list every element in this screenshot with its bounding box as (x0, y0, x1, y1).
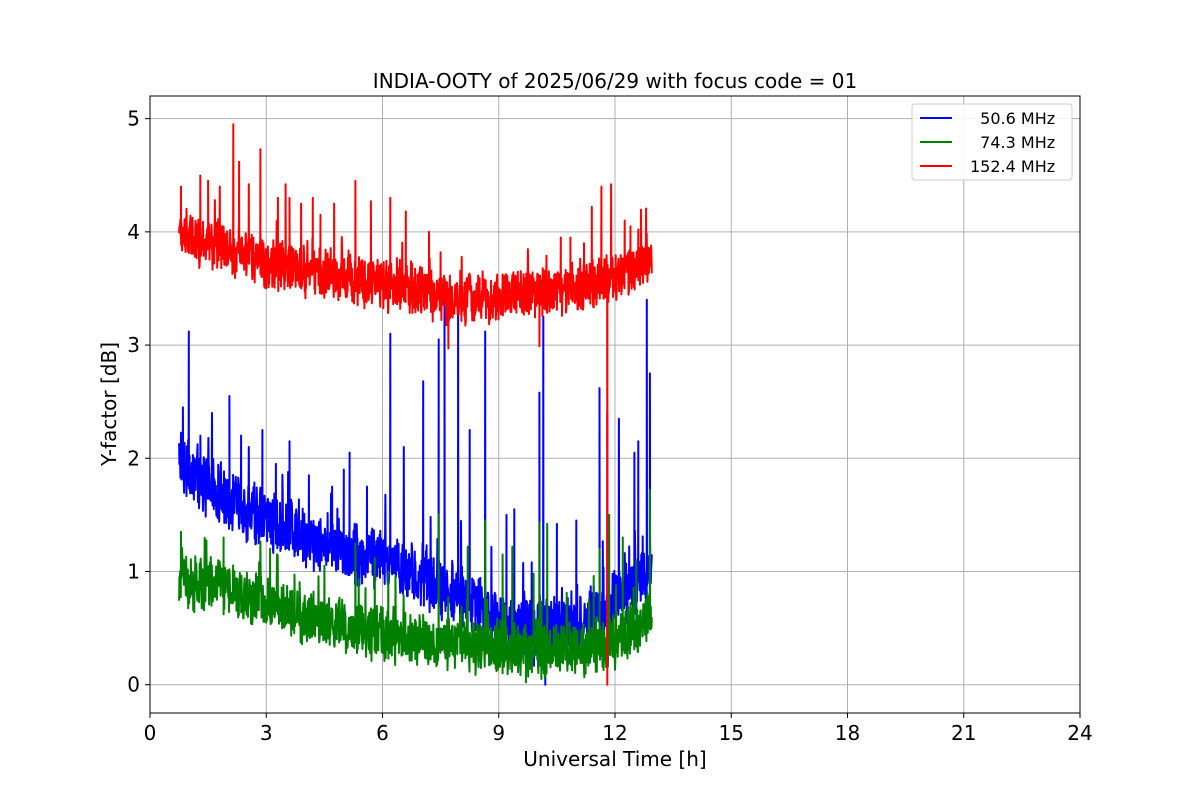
x-tick-label: 6 (376, 721, 389, 745)
legend-box (911, 103, 1073, 181)
series-layer (178, 123, 653, 686)
series-line (178, 285, 653, 686)
x-tick-label: 12 (602, 721, 627, 745)
y-axis: 0 1 2 3 4 5 (127, 107, 150, 697)
y-axis-label: Y-factor [dB] (97, 342, 121, 467)
y-tick-label: 4 (127, 220, 140, 244)
x-tick-label: 15 (719, 721, 744, 745)
series-line (178, 489, 653, 684)
legend-entry: 74.3 MHz (970, 133, 1055, 152)
chart-title: INDIA-OOTY of 2025/06/29 with focus code… (373, 69, 857, 93)
x-tick-label: 9 (492, 721, 505, 745)
x-tick-label: 3 (260, 721, 273, 745)
legend-entry: 152.4 MHz (970, 157, 1055, 176)
y-tick-label: 2 (127, 446, 140, 470)
x-tick-label: 21 (951, 721, 976, 745)
legend: 50.6 MHz 74.3 MHz 152.4 MHz (911, 103, 1073, 181)
y-tick-label: 5 (127, 107, 140, 131)
x-axis-label: Universal Time [h] (523, 747, 706, 771)
x-tick-label: 18 (835, 721, 860, 745)
series-line (178, 123, 653, 686)
x-axis: 0 3 6 9 12 15 18 21 24 (144, 713, 1093, 745)
y-tick-label: 1 (127, 559, 140, 583)
grid (149, 96, 1081, 713)
y-tick-label: 0 (127, 673, 140, 697)
y-tick-label: 3 (127, 333, 140, 357)
x-tick-label: 0 (144, 721, 157, 745)
legend-entry: 50.6 MHz (970, 109, 1055, 128)
x-tick-label: 24 (1067, 721, 1092, 745)
